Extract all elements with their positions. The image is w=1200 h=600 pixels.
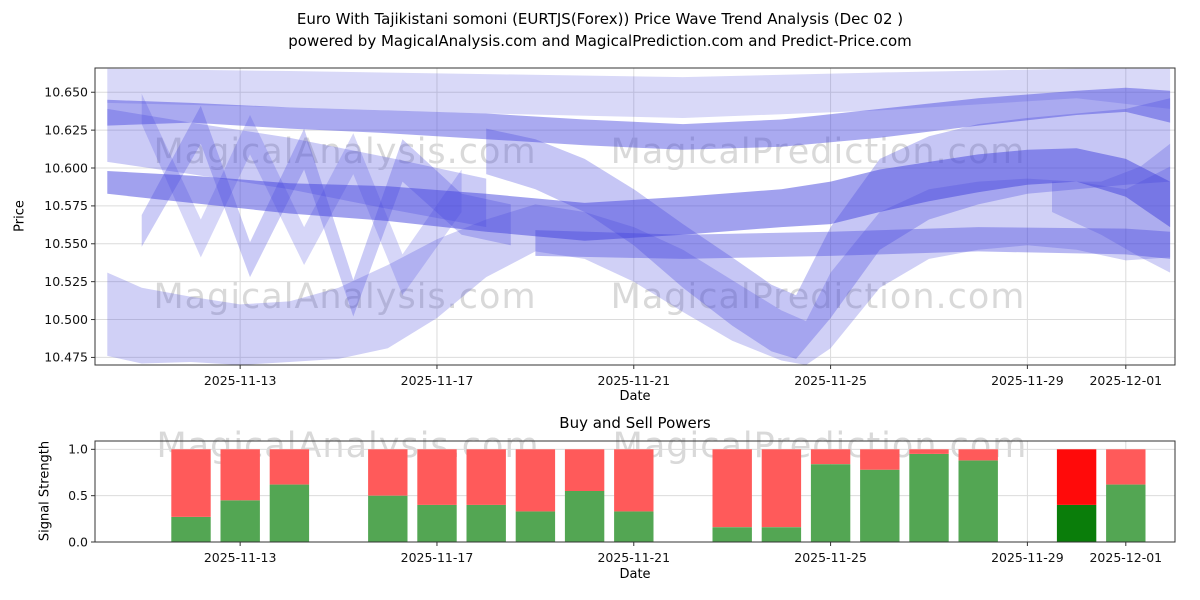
tick-label: 2025-11-21 [597, 373, 670, 388]
buy-bar [269, 484, 310, 542]
zigzag-band-a [141, 105, 511, 317]
sell-bar [515, 449, 556, 512]
sell-bar [1106, 449, 1146, 485]
tick-label: 2025-11-13 [204, 550, 277, 565]
price-axis-label: Price [12, 200, 28, 232]
price-xaxis-label: Date [619, 389, 651, 404]
sell-bar [860, 449, 900, 470]
sell-bar [909, 449, 949, 454]
power-xaxis-label: Date [619, 567, 651, 582]
buy-bar [860, 469, 900, 542]
top-main-band [107, 87, 1171, 150]
sell-bar [220, 449, 260, 501]
buy-bar [220, 500, 260, 542]
buy-bar [515, 511, 556, 542]
top-pale-band [107, 68, 1171, 118]
mid-v-band [486, 98, 1171, 359]
tick-label: 10.475 [44, 350, 88, 365]
sell-bar [810, 449, 851, 465]
tick-label: 10.625 [44, 122, 88, 137]
buy-bar [1106, 484, 1146, 542]
buy-bar [958, 460, 998, 542]
tick-label: 2025-11-13 [204, 373, 277, 388]
tick-label: 0.0 [68, 534, 88, 549]
tick-label: 2025-11-17 [401, 550, 474, 565]
tick-label: 2025-11-29 [991, 550, 1064, 565]
buy-bar [171, 517, 211, 542]
sell-bar [1056, 449, 1097, 505]
sell-bar [417, 449, 457, 505]
sell-bar [466, 449, 506, 505]
sell-bar [564, 449, 605, 491]
right-edge-wedge [1052, 143, 1171, 273]
buy-bar [368, 495, 408, 542]
sell-bar [712, 449, 752, 528]
sell-bar [368, 449, 408, 496]
tick-label: 2025-12-01 [1089, 550, 1162, 565]
title-line-2: powered by MagicalAnalysis.com and Magic… [288, 32, 912, 50]
tick-label: 10.575 [44, 198, 88, 213]
buy-bar [909, 454, 949, 542]
central-dark-band [107, 148, 1171, 241]
buy-bar [614, 511, 654, 542]
price-wave-bands [107, 68, 1171, 365]
tick-label: 2025-11-25 [794, 373, 867, 388]
buy-bar [466, 504, 506, 542]
tick-label: 2025-12-01 [1089, 373, 1162, 388]
tick-label: 2025-11-17 [401, 373, 474, 388]
sell-bar [171, 449, 211, 517]
flat-mid-right-band [535, 227, 1171, 259]
power-chart-title: Buy and Sell Powers [559, 414, 711, 432]
buy-bar [712, 527, 752, 542]
tick-label: 2025-11-29 [991, 373, 1064, 388]
zigzag-band-b [141, 93, 462, 296]
title-line-1: Euro With Tajikistani somoni (EURTJS(For… [296, 10, 904, 28]
buy-bar [810, 464, 851, 542]
buy-sell-bars [171, 449, 1146, 542]
buy-bar [564, 491, 605, 542]
tick-label: 2025-11-25 [794, 550, 867, 565]
sell-bar [614, 449, 654, 512]
buy-bar [761, 527, 802, 542]
figure-title: Euro With Tajikistani somoni (EURTJS(For… [0, 8, 1200, 52]
sell-bar [761, 449, 802, 528]
tick-label: 10.525 [44, 274, 88, 289]
buy-bar [417, 504, 457, 542]
buy-bar [1056, 504, 1097, 542]
sell-bar [269, 449, 310, 485]
tick-label: 10.550 [44, 236, 88, 251]
tick-label: 10.650 [44, 85, 88, 100]
tick-labels: 10.475 10.500 10.525 10.550 10.575 10.600 10.6… [44, 85, 1162, 565]
signal-axis-label: Signal Strength [37, 440, 53, 542]
tick-label: 0.5 [68, 488, 88, 503]
tick-label: 2025-11-21 [597, 550, 670, 565]
sell-bar [958, 449, 998, 461]
axes-frames [94, 67, 1176, 543]
lower-pale-fan [107, 166, 1171, 365]
tick-label: 1.0 [68, 442, 88, 457]
tick-label: 10.600 [44, 160, 88, 175]
tick-marks [91, 91, 1127, 546]
tick-label: 10.500 [44, 312, 88, 327]
